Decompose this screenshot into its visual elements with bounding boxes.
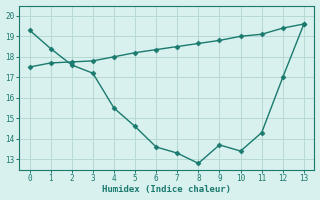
X-axis label: Humidex (Indice chaleur): Humidex (Indice chaleur) <box>102 185 231 194</box>
